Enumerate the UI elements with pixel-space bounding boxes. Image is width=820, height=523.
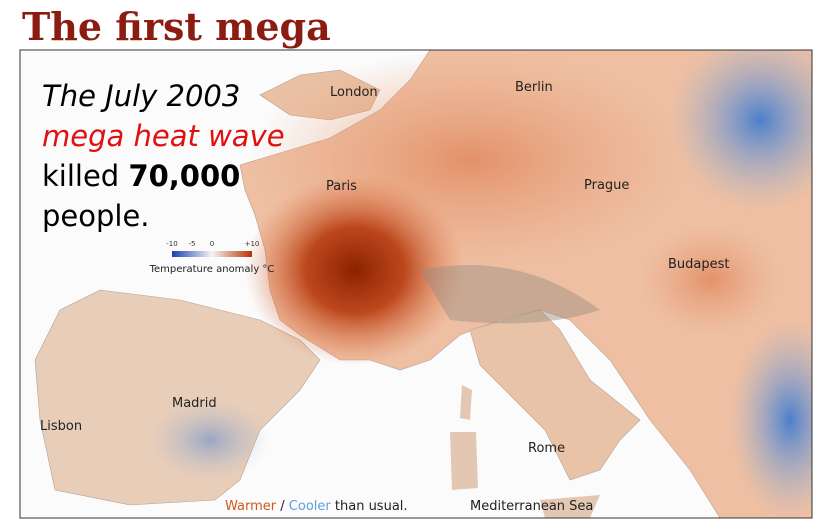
map <box>20 50 812 518</box>
caption-warmer: Warmer <box>225 499 277 514</box>
city-label: Berlin <box>515 80 553 95</box>
color-bar <box>172 251 252 257</box>
city-label: Prague <box>584 178 629 193</box>
caption: Warmer / Cooler than usual. <box>225 499 408 514</box>
sicily <box>540 495 600 518</box>
headline-line: people. <box>42 199 150 233</box>
slide-title: The first mega <box>22 4 331 49</box>
legend-tick-label: -10 <box>166 240 177 248</box>
cool-area <box>730 320 812 518</box>
city-label: Lisbon <box>40 419 82 434</box>
legend-label: Temperature anomaly °C <box>149 264 275 275</box>
heat-area <box>245 175 465 365</box>
headline-number: 70,000 <box>128 159 240 193</box>
caption-separator: / <box>280 499 285 514</box>
cool-area <box>670 50 812 210</box>
sardinia <box>450 432 478 490</box>
city-labels: London Berlin Paris Prague Budapest Madrid Lis… <box>40 80 730 456</box>
cool-area <box>150 400 270 480</box>
city-label: Madrid <box>172 396 217 411</box>
headline-line: The July 2003 <box>42 79 240 113</box>
warm-area <box>640 225 780 335</box>
color-legend: Temperature anomaly °C -10 -5 0 +10 <box>149 240 275 275</box>
legend-tick-label: -5 <box>189 240 196 248</box>
headline-text: killed <box>42 159 119 193</box>
map-frame <box>19 49 813 519</box>
caption-cooler: Cooler <box>289 499 332 514</box>
headline-line: killed 70,000 <box>42 159 240 193</box>
headline-line: mega heat wave <box>42 119 285 153</box>
alps <box>420 265 600 324</box>
city-label: London <box>330 85 378 100</box>
city-label: Budapest <box>668 257 730 272</box>
legend-tick-label: +10 <box>245 240 260 248</box>
italy <box>469 309 641 481</box>
corsica <box>460 385 472 420</box>
sea-label: Mediterranean Sea <box>470 499 593 514</box>
legend-tick-label: 0 <box>210 240 214 248</box>
caption-rest: than usual. <box>335 499 408 514</box>
headline: The July 2003 mega heat wave killed 70,0… <box>42 79 285 233</box>
city-label: Paris <box>326 179 357 194</box>
city-label: Rome <box>528 441 565 456</box>
